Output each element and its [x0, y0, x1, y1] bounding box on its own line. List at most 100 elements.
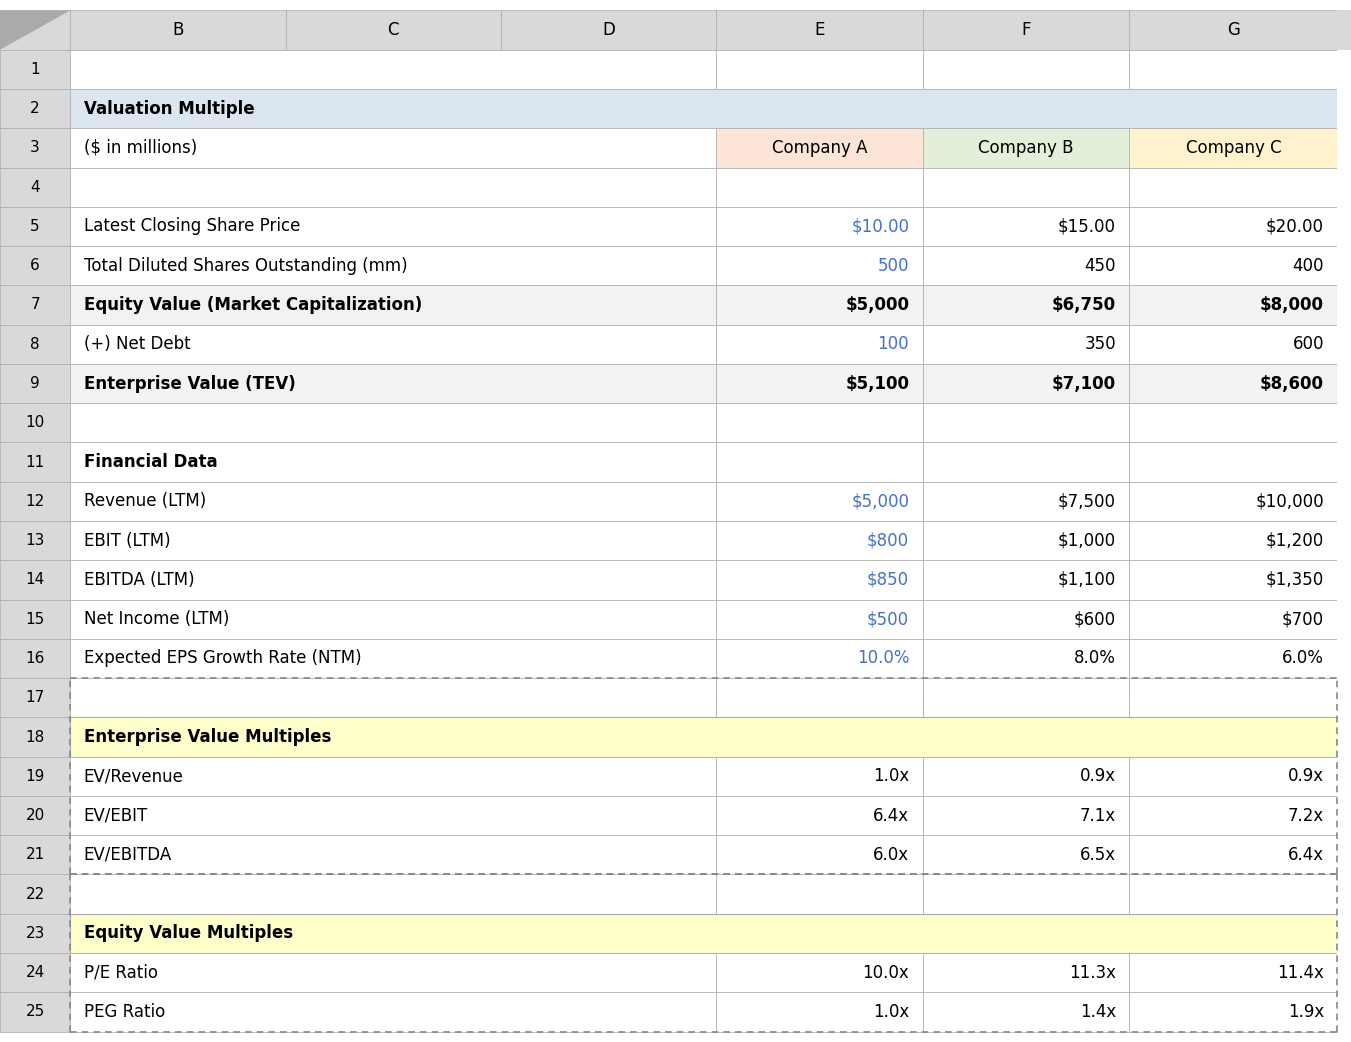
Bar	[501, 10, 716, 50]
Bar	[0, 914, 70, 953]
Bar	[923, 639, 1129, 678]
Text: $15.00: $15.00	[1058, 218, 1116, 235]
Text: 7: 7	[30, 297, 41, 313]
Text: Total Diluted Shares Outstanding (mm): Total Diluted Shares Outstanding (mm)	[84, 256, 408, 275]
Text: 5: 5	[30, 219, 41, 234]
Bar	[0, 796, 70, 836]
Text: 21: 21	[26, 847, 45, 863]
Bar	[1337, 481, 1351, 521]
Bar	[0, 599, 70, 639]
Text: $1,000: $1,000	[1058, 531, 1116, 549]
Text: $600: $600	[1074, 611, 1116, 628]
Bar	[1337, 128, 1351, 168]
Bar	[716, 403, 923, 443]
Bar	[0, 717, 70, 756]
Bar	[70, 10, 285, 50]
Bar	[70, 128, 716, 168]
Bar	[1337, 914, 1351, 953]
Bar	[1129, 953, 1337, 992]
Bar	[716, 599, 923, 639]
Bar	[716, 364, 923, 403]
Bar	[1337, 717, 1351, 756]
Bar	[1129, 561, 1337, 599]
Text: 400: 400	[1293, 256, 1324, 275]
Bar	[1129, 756, 1337, 796]
Text: 2: 2	[30, 101, 41, 116]
Bar	[923, 364, 1129, 403]
Bar	[285, 10, 501, 50]
Bar	[0, 206, 70, 246]
Bar	[1337, 521, 1351, 561]
Text: $1,350: $1,350	[1266, 571, 1324, 589]
Text: 0.9x: 0.9x	[1288, 767, 1324, 786]
Text: P/E Ratio: P/E Ratio	[84, 964, 158, 982]
Text: 3: 3	[30, 141, 41, 155]
Bar	[716, 325, 923, 364]
Bar	[1129, 874, 1337, 914]
Text: 6.4x: 6.4x	[1288, 846, 1324, 864]
Bar	[1337, 10, 1351, 50]
Bar	[1337, 50, 1351, 89]
Bar	[1129, 128, 1337, 168]
Bar	[716, 796, 923, 836]
Text: $7,500: $7,500	[1058, 493, 1116, 511]
Text: Enterprise Value Multiples: Enterprise Value Multiples	[84, 728, 331, 746]
Text: 7.1x: 7.1x	[1079, 807, 1116, 824]
Text: 1.0x: 1.0x	[873, 1003, 909, 1021]
Bar	[716, 874, 923, 914]
Bar	[1337, 246, 1351, 286]
Bar	[70, 914, 1337, 953]
Bar	[716, 10, 923, 50]
Bar	[1337, 286, 1351, 325]
Bar	[70, 561, 716, 599]
Text: Financial Data: Financial Data	[84, 453, 218, 471]
Bar	[923, 796, 1129, 836]
Text: $5,000: $5,000	[851, 493, 909, 511]
Bar	[923, 756, 1129, 796]
Bar	[70, 206, 716, 246]
Text: Expected EPS Growth Rate (NTM): Expected EPS Growth Rate (NTM)	[84, 649, 361, 668]
Bar	[1337, 599, 1351, 639]
Bar	[1337, 443, 1351, 481]
Bar	[0, 364, 70, 403]
Bar	[0, 992, 70, 1032]
Text: 600: 600	[1293, 336, 1324, 353]
Text: 15: 15	[26, 612, 45, 626]
Text: $500: $500	[867, 611, 909, 628]
Bar	[0, 756, 70, 796]
Text: ($ in millions): ($ in millions)	[84, 139, 197, 157]
Bar	[0, 443, 70, 481]
Bar	[1129, 325, 1337, 364]
Bar	[0, 521, 70, 561]
Text: Valuation Multiple: Valuation Multiple	[84, 100, 254, 118]
Bar	[70, 246, 716, 286]
Bar	[1129, 521, 1337, 561]
Text: B: B	[172, 21, 184, 39]
Bar	[716, 953, 923, 992]
Bar	[716, 836, 923, 874]
Text: 16: 16	[26, 651, 45, 666]
Text: 6.4x: 6.4x	[873, 807, 909, 824]
Bar	[923, 206, 1129, 246]
Bar	[70, 874, 716, 914]
Bar	[716, 50, 923, 89]
Bar	[716, 639, 923, 678]
Bar	[1337, 678, 1351, 717]
Text: $1,100: $1,100	[1058, 571, 1116, 589]
Text: $7,100: $7,100	[1052, 374, 1116, 393]
Bar	[70, 443, 716, 481]
Bar	[70, 756, 716, 796]
Bar	[70, 403, 716, 443]
Bar	[1337, 364, 1351, 403]
Bar	[0, 128, 70, 168]
Text: $10,000: $10,000	[1255, 493, 1324, 511]
Bar	[70, 168, 716, 206]
Text: EV/Revenue: EV/Revenue	[84, 767, 184, 786]
Text: $6,750: $6,750	[1052, 296, 1116, 314]
Bar	[716, 168, 923, 206]
Bar	[1129, 50, 1337, 89]
Text: Company B: Company B	[978, 139, 1074, 157]
Text: $8,600: $8,600	[1260, 374, 1324, 393]
Text: $800: $800	[867, 531, 909, 549]
Bar	[1129, 678, 1337, 717]
